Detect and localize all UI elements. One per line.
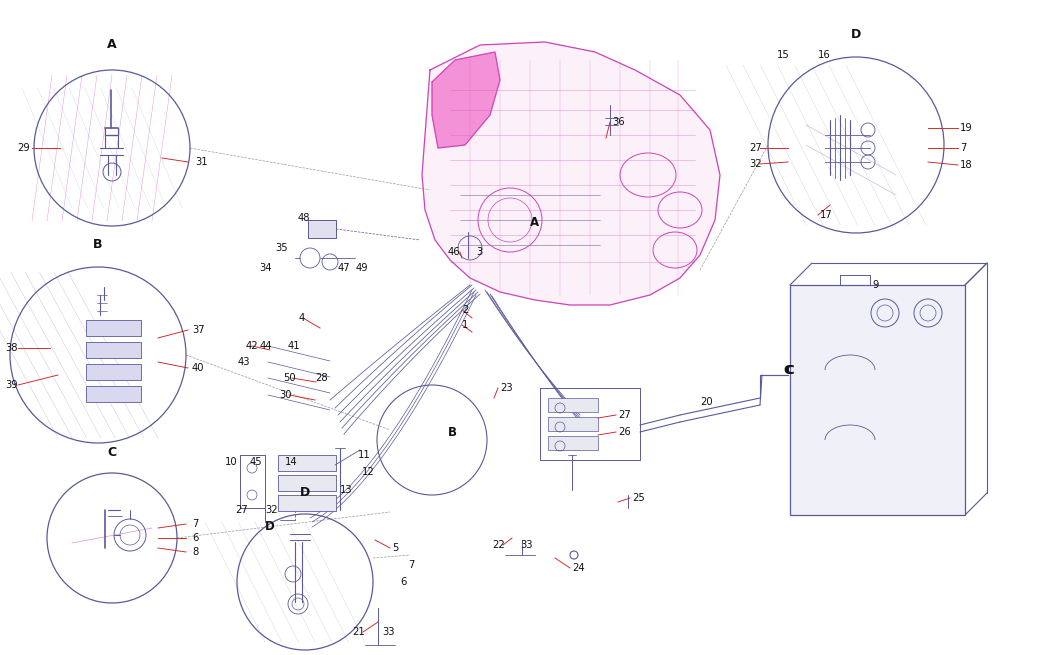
Text: 5: 5 bbox=[392, 543, 399, 553]
Text: 9: 9 bbox=[872, 280, 878, 290]
Bar bbox=[86, 320, 141, 336]
Text: 1: 1 bbox=[462, 320, 469, 330]
Text: 7: 7 bbox=[192, 519, 198, 529]
Text: A: A bbox=[530, 215, 539, 229]
Text: 44: 44 bbox=[260, 341, 272, 351]
Text: 29: 29 bbox=[18, 143, 30, 153]
Text: 41: 41 bbox=[288, 341, 301, 351]
Text: 21: 21 bbox=[352, 627, 365, 637]
Bar bbox=[790, 285, 965, 515]
Text: B: B bbox=[448, 426, 457, 438]
Bar bbox=[308, 220, 336, 238]
Bar bbox=[86, 364, 141, 380]
Bar bbox=[86, 342, 141, 358]
Text: 19: 19 bbox=[960, 123, 973, 133]
Text: C: C bbox=[783, 364, 792, 377]
Text: 34: 34 bbox=[260, 263, 272, 273]
Text: 27: 27 bbox=[235, 505, 248, 515]
Text: 12: 12 bbox=[362, 467, 375, 477]
Text: 25: 25 bbox=[632, 493, 645, 503]
Text: 17: 17 bbox=[820, 210, 833, 220]
Text: 16: 16 bbox=[818, 50, 831, 60]
Text: 6: 6 bbox=[192, 533, 198, 543]
Text: B: B bbox=[93, 238, 102, 252]
Text: D: D bbox=[851, 29, 861, 41]
Text: 4: 4 bbox=[299, 313, 305, 323]
Text: 27: 27 bbox=[750, 143, 762, 153]
Bar bbox=[278, 495, 336, 511]
Bar bbox=[278, 475, 336, 491]
Text: 18: 18 bbox=[960, 160, 973, 170]
Text: 43: 43 bbox=[237, 357, 250, 367]
Text: 33: 33 bbox=[520, 540, 532, 550]
Text: 47: 47 bbox=[338, 263, 351, 273]
Text: 14: 14 bbox=[285, 457, 298, 467]
Text: 45: 45 bbox=[250, 457, 262, 467]
Text: 13: 13 bbox=[340, 485, 353, 495]
Bar bbox=[278, 455, 336, 471]
Text: 37: 37 bbox=[192, 325, 205, 335]
Text: 48: 48 bbox=[298, 213, 310, 223]
Text: 11: 11 bbox=[358, 450, 371, 460]
Bar bbox=[548, 436, 598, 450]
Text: D: D bbox=[300, 487, 310, 500]
Text: 6: 6 bbox=[400, 577, 406, 587]
Text: 28: 28 bbox=[315, 373, 328, 383]
Text: 30: 30 bbox=[280, 390, 292, 400]
Text: 7: 7 bbox=[960, 143, 967, 153]
Text: 3: 3 bbox=[476, 247, 482, 257]
Text: C: C bbox=[108, 445, 117, 458]
Text: 23: 23 bbox=[500, 383, 513, 393]
Text: 8: 8 bbox=[192, 547, 198, 557]
Text: 35: 35 bbox=[276, 243, 288, 253]
Text: 49: 49 bbox=[356, 263, 369, 273]
Text: 15: 15 bbox=[777, 50, 790, 60]
Text: 39: 39 bbox=[5, 380, 18, 390]
Text: C: C bbox=[785, 364, 793, 377]
Text: 7: 7 bbox=[408, 560, 414, 570]
Polygon shape bbox=[422, 42, 720, 305]
Text: 50: 50 bbox=[283, 373, 296, 383]
Text: 22: 22 bbox=[493, 540, 505, 550]
Text: 24: 24 bbox=[572, 563, 585, 573]
Text: 32: 32 bbox=[265, 505, 278, 515]
Text: 32: 32 bbox=[750, 159, 762, 169]
Text: 26: 26 bbox=[618, 427, 631, 437]
Bar bbox=[548, 398, 598, 412]
Text: 40: 40 bbox=[192, 363, 205, 373]
Text: 31: 31 bbox=[195, 157, 208, 167]
Bar bbox=[548, 417, 598, 431]
Bar bbox=[86, 386, 141, 402]
Text: 10: 10 bbox=[226, 457, 238, 467]
Text: A: A bbox=[108, 37, 117, 50]
Text: 33: 33 bbox=[382, 627, 395, 637]
Polygon shape bbox=[432, 52, 500, 148]
Text: 38: 38 bbox=[5, 343, 18, 353]
Text: 42: 42 bbox=[245, 341, 258, 351]
Text: D: D bbox=[265, 521, 275, 534]
Text: 46: 46 bbox=[448, 247, 460, 257]
Text: 27: 27 bbox=[618, 410, 631, 420]
Text: 20: 20 bbox=[699, 397, 713, 407]
Text: 2: 2 bbox=[462, 305, 469, 315]
Text: 36: 36 bbox=[612, 117, 624, 127]
